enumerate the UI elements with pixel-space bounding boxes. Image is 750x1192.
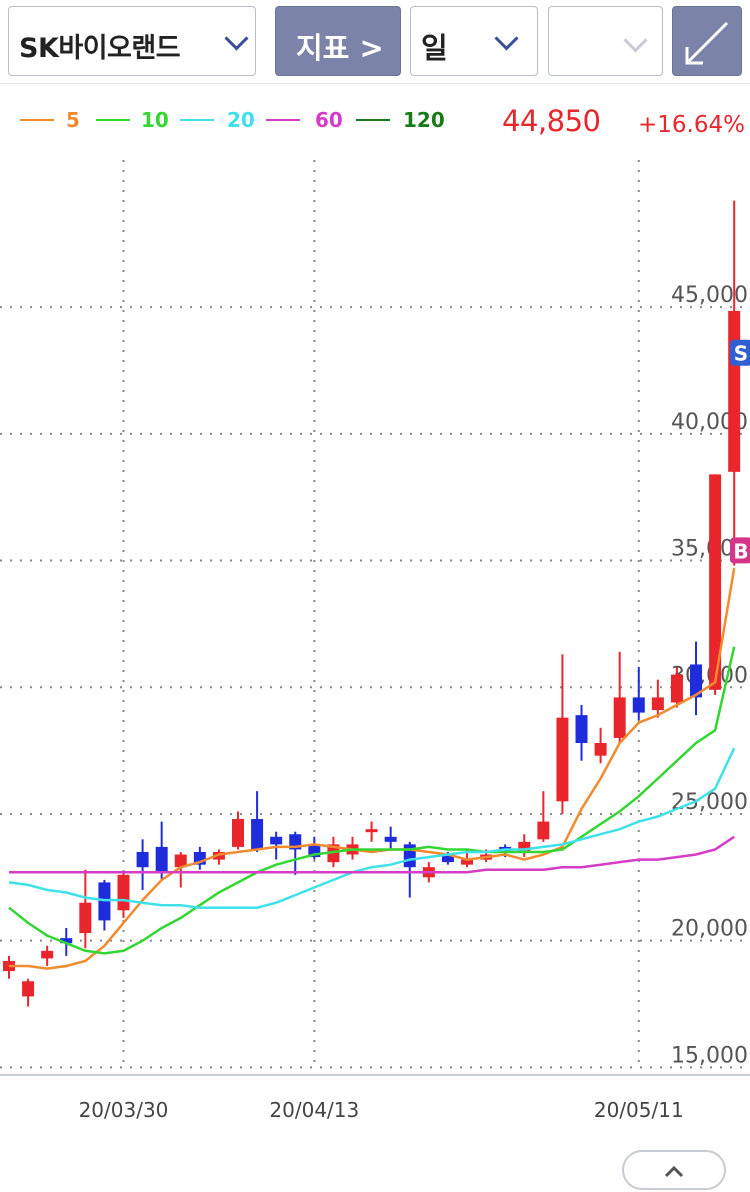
price-change: +16.64%: [638, 112, 745, 138]
chevron-up-icon: [664, 1165, 684, 1178]
y-tick-label: 25,000: [671, 790, 748, 815]
candle-body: [690, 664, 703, 698]
ma-legend: 5 10 20 60 120 44,850 +16.64%: [0, 100, 750, 144]
y-tick-label: 20,000: [671, 917, 748, 942]
candle-body: [251, 819, 264, 850]
candle-body: [22, 981, 35, 997]
x-tick-label: 20/05/11: [594, 1098, 684, 1122]
period-label: 일: [421, 31, 448, 65]
ma5-label: 5: [66, 108, 80, 132]
x-tick-label: 20/04/13: [269, 1098, 359, 1122]
current-price: 44,850: [502, 104, 601, 138]
candle-body: [670, 674, 683, 703]
candle-body: [41, 950, 54, 959]
chevron-down-icon: [494, 26, 519, 51]
signal-label: S: [734, 342, 748, 366]
signal-marker-s: [730, 339, 750, 366]
y-tick-label: 45,000: [671, 283, 748, 308]
chevron-down-icon: [224, 26, 249, 51]
candle-body: [556, 717, 569, 802]
candle-body: [518, 841, 531, 852]
candle-body: [98, 882, 111, 921]
ma60-label: 60: [315, 108, 343, 132]
y-tick-label: 15,000: [671, 1043, 748, 1068]
ma-line-5: [9, 567, 736, 970]
stock-select[interactable]: SK바이오랜드: [8, 6, 256, 76]
expand-chart-button[interactable]: [672, 6, 742, 76]
ma-line-10: [8, 646, 736, 955]
indicator-button[interactable]: 지표 >: [275, 6, 401, 76]
expand-diagonal-arrow-icon: [685, 21, 729, 65]
ma120-swatch: [356, 119, 390, 121]
candle-body: [709, 474, 722, 690]
ma60-swatch: [266, 119, 300, 121]
candle-body: [651, 697, 664, 711]
candle-body: [461, 859, 474, 865]
candle-body: [60, 938, 73, 944]
ma-line-20: [8, 747, 736, 909]
ma-line-60: [9, 835, 735, 874]
candle-body: [79, 902, 92, 934]
candle-body: [117, 874, 130, 911]
candle-body: [575, 715, 588, 744]
ma20-swatch: [180, 119, 214, 121]
chevron-down-icon: [623, 28, 648, 53]
toolbar-divider: [0, 83, 750, 84]
ma120-label: 120: [403, 108, 445, 132]
ma10-swatch: [96, 119, 130, 121]
candle-body: [232, 819, 245, 847]
candlestick-chart[interactable]: 45,00040,00035,00030,00025,00020,00015,0…: [0, 150, 750, 1150]
candle-body: [537, 821, 550, 840]
chart-toolbar: SK바이오랜드 지표 > 일: [0, 0, 750, 84]
candle-body: [384, 836, 397, 842]
candle-body: [270, 836, 283, 845]
period-select[interactable]: 일: [410, 6, 538, 76]
candle-body: [632, 697, 645, 713]
stock-name: SK바이오랜드: [19, 33, 181, 64]
indicator-label: 지표 >: [296, 31, 384, 65]
secondary-select[interactable]: [548, 6, 663, 76]
ma5-swatch: [20, 119, 54, 121]
ma10-label: 10: [141, 108, 169, 132]
ma20-label: 20: [227, 108, 255, 132]
signal-label: B: [733, 539, 748, 563]
candle-body: [136, 851, 149, 868]
candle-body: [594, 743, 607, 756]
bottom-handle[interactable]: [622, 1150, 726, 1190]
candle-body: [174, 854, 187, 868]
candle-body: [155, 846, 168, 873]
candle-body: [728, 310, 741, 472]
candle-body: [441, 854, 454, 863]
signal-marker-b: [730, 537, 750, 564]
x-tick-label: 20/03/30: [79, 1098, 169, 1122]
candle-body: [613, 697, 626, 738]
candle-body: [365, 829, 378, 833]
